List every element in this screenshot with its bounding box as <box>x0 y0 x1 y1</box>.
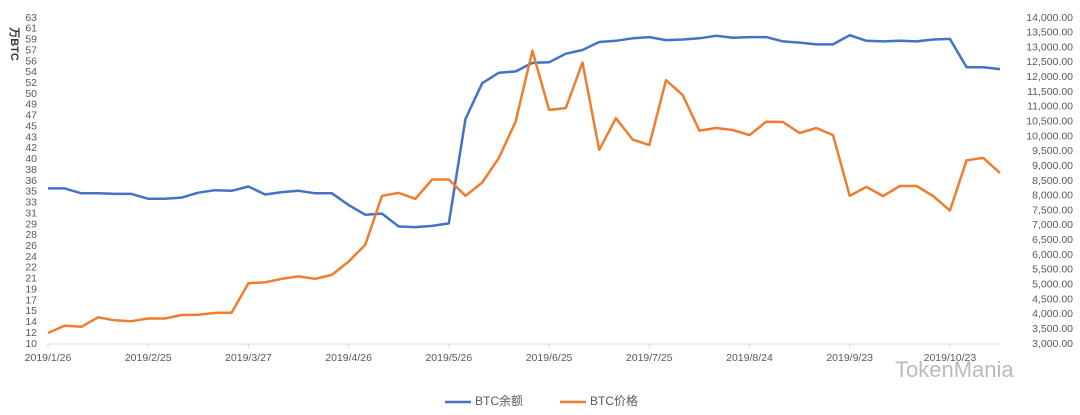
x-tick-label: 2019/3/27 <box>225 352 272 364</box>
y2-tick-label: 10,000.00 <box>1026 130 1073 142</box>
x-tick-label: 2019/7/25 <box>626 352 673 364</box>
x-tick-label: 2019/2/25 <box>125 352 172 364</box>
y-tick-label: 29 <box>25 218 37 230</box>
y-tick-label: 12 <box>25 327 37 339</box>
y2-tick-label: 12,500.00 <box>1026 56 1073 68</box>
y2-tick-label: 3,000.00 <box>1032 338 1073 350</box>
x-tick-label: 2019/6/25 <box>526 352 573 364</box>
y2-tick-label: 8,000.00 <box>1032 190 1073 202</box>
watermark: TokenMania <box>895 357 1014 382</box>
y-tick-label: 38 <box>25 164 37 176</box>
y2-tick-label: 5,500.00 <box>1032 264 1073 276</box>
y-tick-label: 47 <box>25 110 37 122</box>
y-tick-label: 61 <box>25 23 37 35</box>
y2-tick-label: 6,000.00 <box>1032 249 1073 261</box>
y2-tick-label: 9,500.00 <box>1032 145 1073 157</box>
y2-tick-label: 10,500.00 <box>1026 116 1073 128</box>
x-tick-label: 2019/4/26 <box>325 352 372 364</box>
y-tick-label: 49 <box>25 99 37 111</box>
y2-tick-label: 6,500.00 <box>1032 234 1073 246</box>
series-line <box>48 33 1001 229</box>
x-tick-label: 2019/10/23 <box>924 352 977 364</box>
y-tick-label: 59 <box>25 33 37 45</box>
y2-tick-label: 4,000.00 <box>1032 308 1073 320</box>
y2-tick-label: 13,000.00 <box>1026 41 1073 53</box>
y-tick-label: 63 <box>25 12 37 24</box>
y2-tick-label: 7,500.00 <box>1032 204 1073 216</box>
y-tick-label: 10 <box>25 338 37 350</box>
y-tick-label: 28 <box>25 229 37 241</box>
y2-tick-label: 14,000.00 <box>1026 12 1073 24</box>
y-tick-label: 33 <box>25 196 37 208</box>
y2-tick-label: 4,500.00 <box>1032 293 1073 305</box>
y2-tick-label: 11,500.00 <box>1027 86 1073 98</box>
y-tick-label: 40 <box>25 153 37 165</box>
y-tick-label: 35 <box>25 186 37 198</box>
y2-tick-label: 8,500.00 <box>1032 175 1073 187</box>
y-tick-label: 22 <box>25 262 37 274</box>
y-tick-label: 21 <box>25 273 37 285</box>
y-tick-label: 14 <box>25 316 37 328</box>
legend-label: BTC价格 <box>590 393 638 408</box>
y2-tick-label: 9,000.00 <box>1032 160 1073 172</box>
y-tick-label: 17 <box>25 294 37 306</box>
y2-tick-label: 11,000.00 <box>1027 101 1073 113</box>
y-tick-label: 31 <box>25 207 37 219</box>
x-tick-label: 2019/5/26 <box>425 352 472 364</box>
y-tick-label: 45 <box>25 120 37 132</box>
x-tick-label: 2019/9/23 <box>826 352 873 364</box>
y2-tick-label: 13,500.00 <box>1026 27 1073 39</box>
y-tick-label: 19 <box>25 283 37 295</box>
y2-tick-label: 3,500.00 <box>1032 323 1073 335</box>
y-tick-label: 50 <box>25 88 37 100</box>
y-tick-label: 57 <box>25 44 37 56</box>
y-tick-label: 15 <box>25 305 37 317</box>
y-tick-label: 26 <box>25 240 37 252</box>
y2-tick-label: 5,000.00 <box>1032 279 1073 291</box>
y2-tick-label: 12,000.00 <box>1026 71 1073 83</box>
x-tick-label: 2019/1/26 <box>25 352 72 364</box>
legend-label: BTC余额 <box>475 393 523 408</box>
series-line <box>47 49 1001 335</box>
y-tick-label: 43 <box>25 131 37 143</box>
y-axis-label: 万BTC <box>8 26 21 61</box>
y-tick-label: 36 <box>25 175 37 187</box>
y-tick-label: 54 <box>25 66 37 78</box>
y2-tick-label: 7,000.00 <box>1032 219 1073 231</box>
y-tick-label: 42 <box>25 142 37 154</box>
y-tick-label: 24 <box>25 251 37 263</box>
x-tick-label: 2019/8/24 <box>726 352 773 364</box>
y-tick-label: 56 <box>25 55 37 67</box>
y-tick-label: 52 <box>25 77 37 89</box>
